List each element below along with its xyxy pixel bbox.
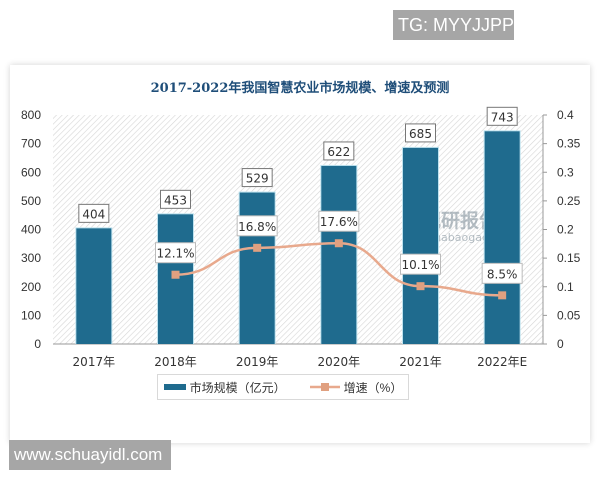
legend-item-growth: 增速（%） bbox=[309, 379, 403, 396]
y-left-tick: 200 bbox=[21, 280, 41, 294]
y-left-tick: 600 bbox=[21, 165, 41, 179]
watermark-top: TG: MYYJJPP bbox=[393, 10, 514, 40]
y-left-tick: 500 bbox=[21, 194, 41, 208]
chart-card: 2017-2022年我国智慧农业市场规模、增速及预测 0 100 200 300 400… bbox=[10, 65, 590, 443]
growth-label-box bbox=[318, 210, 360, 232]
legend-item-market-size: 市场规模（亿元） bbox=[163, 379, 286, 396]
y-right-tick: 0.35 bbox=[557, 137, 581, 151]
growth-label-box bbox=[155, 242, 196, 264]
y-right-tick: 0 bbox=[557, 337, 564, 351]
bar-value-label-box bbox=[486, 106, 518, 126]
bar-value-label-box bbox=[78, 203, 110, 223]
bar-value-label-box bbox=[323, 141, 355, 161]
y-left-tick: 300 bbox=[21, 251, 41, 265]
growth-label-box bbox=[481, 262, 523, 284]
y-left-tick: 800 bbox=[21, 108, 41, 122]
bar-value-label: 685 bbox=[409, 127, 432, 141]
bar bbox=[484, 131, 520, 344]
chart-title: 2017-2022年我国智慧农业市场规模、增速及预测 bbox=[150, 81, 450, 96]
chart-legend: 市场规模（亿元） 增速（%） bbox=[157, 374, 409, 400]
growth-label: 17.6% bbox=[320, 215, 358, 229]
growth-label: 12.1% bbox=[156, 247, 194, 261]
bar-value-label-box bbox=[241, 168, 273, 188]
bar bbox=[158, 214, 193, 344]
x-tick-label: 2021年 bbox=[399, 355, 442, 369]
growth-marker bbox=[416, 282, 425, 291]
y-right-tick: 0.1 bbox=[557, 280, 574, 294]
line-marker-swatch-icon bbox=[309, 383, 340, 391]
growth-label-box bbox=[400, 253, 441, 275]
y-right-tick: 0.05 bbox=[557, 308, 581, 322]
watermark-bottom: www.schuayidl.com bbox=[9, 440, 171, 470]
plot-area bbox=[53, 115, 543, 344]
y-right-tick: 0.25 bbox=[557, 194, 581, 208]
growth-marker bbox=[171, 270, 180, 279]
bar-value-label: 743 bbox=[491, 110, 514, 124]
bar-value-label-box bbox=[405, 123, 436, 143]
bar bbox=[403, 147, 438, 344]
bar bbox=[321, 165, 357, 344]
y-left-tick: 100 bbox=[21, 308, 41, 322]
x-tick-label: 2017年 bbox=[73, 355, 116, 369]
bar bbox=[76, 228, 112, 344]
y-left-tick: 400 bbox=[21, 223, 41, 237]
x-tick-label: 2020年 bbox=[318, 355, 361, 369]
growth-label-box bbox=[236, 215, 278, 237]
bar-value-label: 529 bbox=[246, 172, 269, 186]
bar-value-label-box bbox=[160, 189, 191, 209]
bar-swatch-icon bbox=[163, 384, 186, 390]
x-tick-label: 2018年 bbox=[154, 355, 197, 369]
bar-value-label: 453 bbox=[164, 193, 187, 207]
bar-value-label: 622 bbox=[327, 145, 350, 159]
y-right-tick: 0.3 bbox=[557, 165, 574, 179]
y-right-tick: 0.2 bbox=[557, 223, 574, 237]
y-left-tick: 700 bbox=[21, 137, 41, 151]
growth-label: 16.8% bbox=[238, 220, 276, 234]
y-right-tick: 0.15 bbox=[557, 251, 581, 265]
legend-label-line: 增速（%） bbox=[343, 380, 403, 395]
chart-plot: 0 100 200 300 400 500 600 700 800 0 0.05 0.1 0.15 0.2… bbox=[21, 106, 581, 369]
y-right-tick: 0.4 bbox=[557, 108, 574, 122]
x-tick-label: 2019年 bbox=[236, 355, 279, 369]
growth-marker bbox=[334, 239, 343, 248]
growth-label: 8.5% bbox=[487, 267, 518, 281]
growth-marker bbox=[498, 291, 507, 300]
x-tick-label: 2022年E bbox=[477, 355, 527, 369]
bar-value-label: 404 bbox=[82, 207, 105, 221]
legend-label-bar: 市场规模（亿元） bbox=[189, 380, 286, 395]
y-left-tick: 0 bbox=[34, 337, 41, 351]
growth-label: 10.1% bbox=[401, 258, 439, 272]
bar bbox=[239, 192, 275, 344]
growth-marker bbox=[253, 243, 262, 252]
